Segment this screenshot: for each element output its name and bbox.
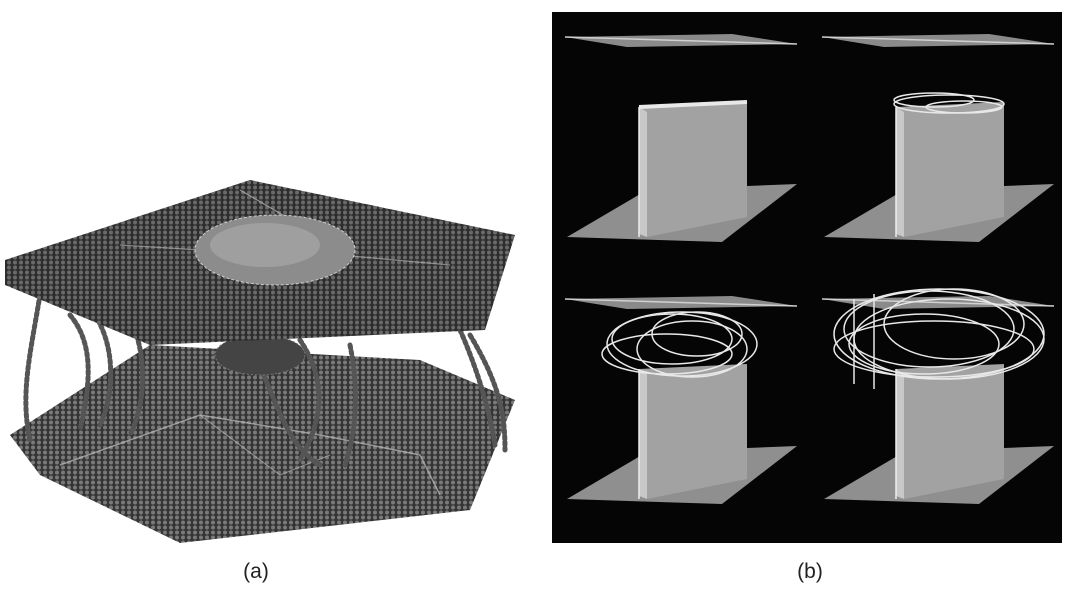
- frame-4: [821, 288, 1055, 505]
- panel-a-image: [0, 175, 522, 545]
- panel-b-drawing: [564, 33, 1055, 505]
- caption-b: (b): [797, 560, 823, 583]
- panel-b-image: [552, 12, 1062, 543]
- caption-a: (a): [243, 560, 269, 583]
- panel-a-drawing: [5, 180, 515, 543]
- frame-2: [821, 33, 1055, 243]
- bottom-plate: [10, 345, 515, 543]
- frame-3: [564, 295, 798, 505]
- frame-1: [564, 33, 798, 243]
